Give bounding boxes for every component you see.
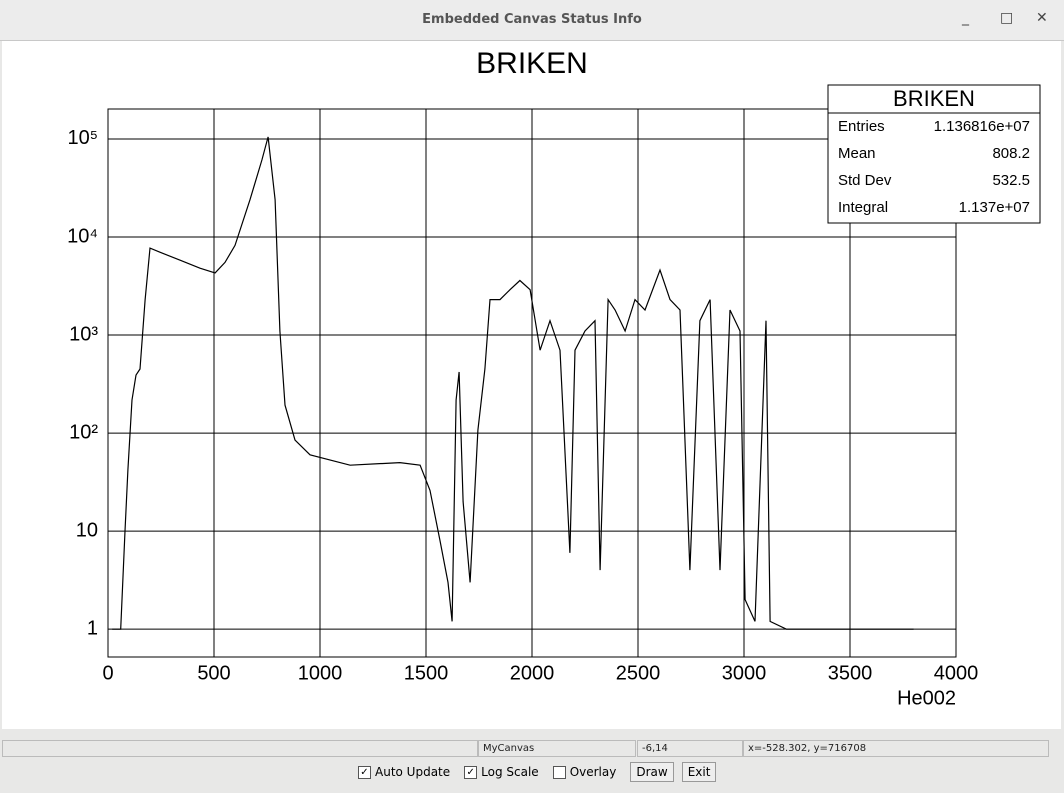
- checkbox[interactable]: ✓ Auto Update: [358, 765, 450, 779]
- stats-label: Entries: [838, 118, 885, 135]
- checkbox-label: Log Scale: [481, 765, 539, 779]
- button[interactable]: Draw: [630, 762, 674, 782]
- status-cell: MyCanvas: [478, 740, 636, 757]
- y-tick-label: 10: [76, 519, 98, 541]
- status-cell: -6,14: [637, 740, 743, 757]
- x-tick-label: 2000: [510, 662, 555, 684]
- minimize[interactable]: _: [962, 10, 969, 26]
- checkbox-box[interactable]: ✓: [358, 765, 371, 779]
- x-tick-label: 1500: [404, 662, 449, 684]
- controls: ✓ Auto Update ✓ Log Scale Overlay Draw Exit: [358, 762, 717, 782]
- checkbox-box[interactable]: ✓: [464, 765, 478, 779]
- stats-value: 532.5: [992, 172, 1030, 189]
- stats-value: 1.136816e+07: [934, 118, 1030, 135]
- checkbox[interactable]: ✓ Log Scale: [464, 765, 539, 779]
- window-title: Embedded Canvas Status Info: [422, 12, 642, 27]
- checkbox-label: Auto Update: [375, 765, 451, 779]
- y-tick-label: 1: [87, 617, 98, 639]
- stats-label: Mean: [838, 145, 876, 162]
- x-tick-label: 2500: [616, 662, 661, 684]
- chart-title: BRIKEN: [476, 47, 588, 80]
- x-tick-label: 0: [102, 662, 113, 684]
- stats-title: BRIKEN: [893, 86, 975, 111]
- button[interactable]: Exit: [681, 762, 717, 782]
- checkbox-box[interactable]: [552, 765, 566, 779]
- title-bar: Embedded Canvas Status Info _ □ ✕: [0, 0, 1064, 41]
- x-tick-label: 1000: [298, 662, 343, 684]
- x-axis-label: He002: [897, 687, 956, 709]
- stats-value: 808.2: [992, 145, 1030, 162]
- y-tick-label: 10²: [69, 421, 98, 443]
- histogram-line: [112, 136, 914, 630]
- x-tick-label: 3500: [828, 662, 873, 684]
- maximize[interactable]: □: [1000, 10, 1014, 26]
- x-tick-label: 3000: [722, 662, 767, 684]
- checkbox[interactable]: Overlay: [552, 765, 617, 779]
- y-tick-label: 10⁵: [67, 127, 98, 149]
- stats-value: 1.137e+07: [959, 199, 1030, 216]
- y-tick-label: 10³: [69, 323, 98, 345]
- y-tick-label: 10⁴: [67, 225, 98, 247]
- canvas: BRIKEN 0 500 1000 1500 2000 2500 3000 3500 4000 1 1…: [2, 41, 1061, 729]
- stats-label: Integral: [838, 199, 888, 216]
- x-tick-label: 500: [197, 662, 230, 684]
- stats-box: [827, 84, 1041, 224]
- close[interactable]: ✕: [1036, 10, 1048, 26]
- checkbox-label: Overlay: [569, 765, 617, 779]
- x-tick-label: 4000: [934, 662, 979, 684]
- plot-frame: [107, 108, 957, 658]
- status-cell: [2, 740, 478, 757]
- status-cell: x=-528.302, y=716708: [743, 740, 1049, 757]
- stats-label: Std Dev: [838, 172, 892, 189]
- status-bar: MyCanvas -6,14 x=-528.302, y=716708: [0, 740, 1064, 757]
